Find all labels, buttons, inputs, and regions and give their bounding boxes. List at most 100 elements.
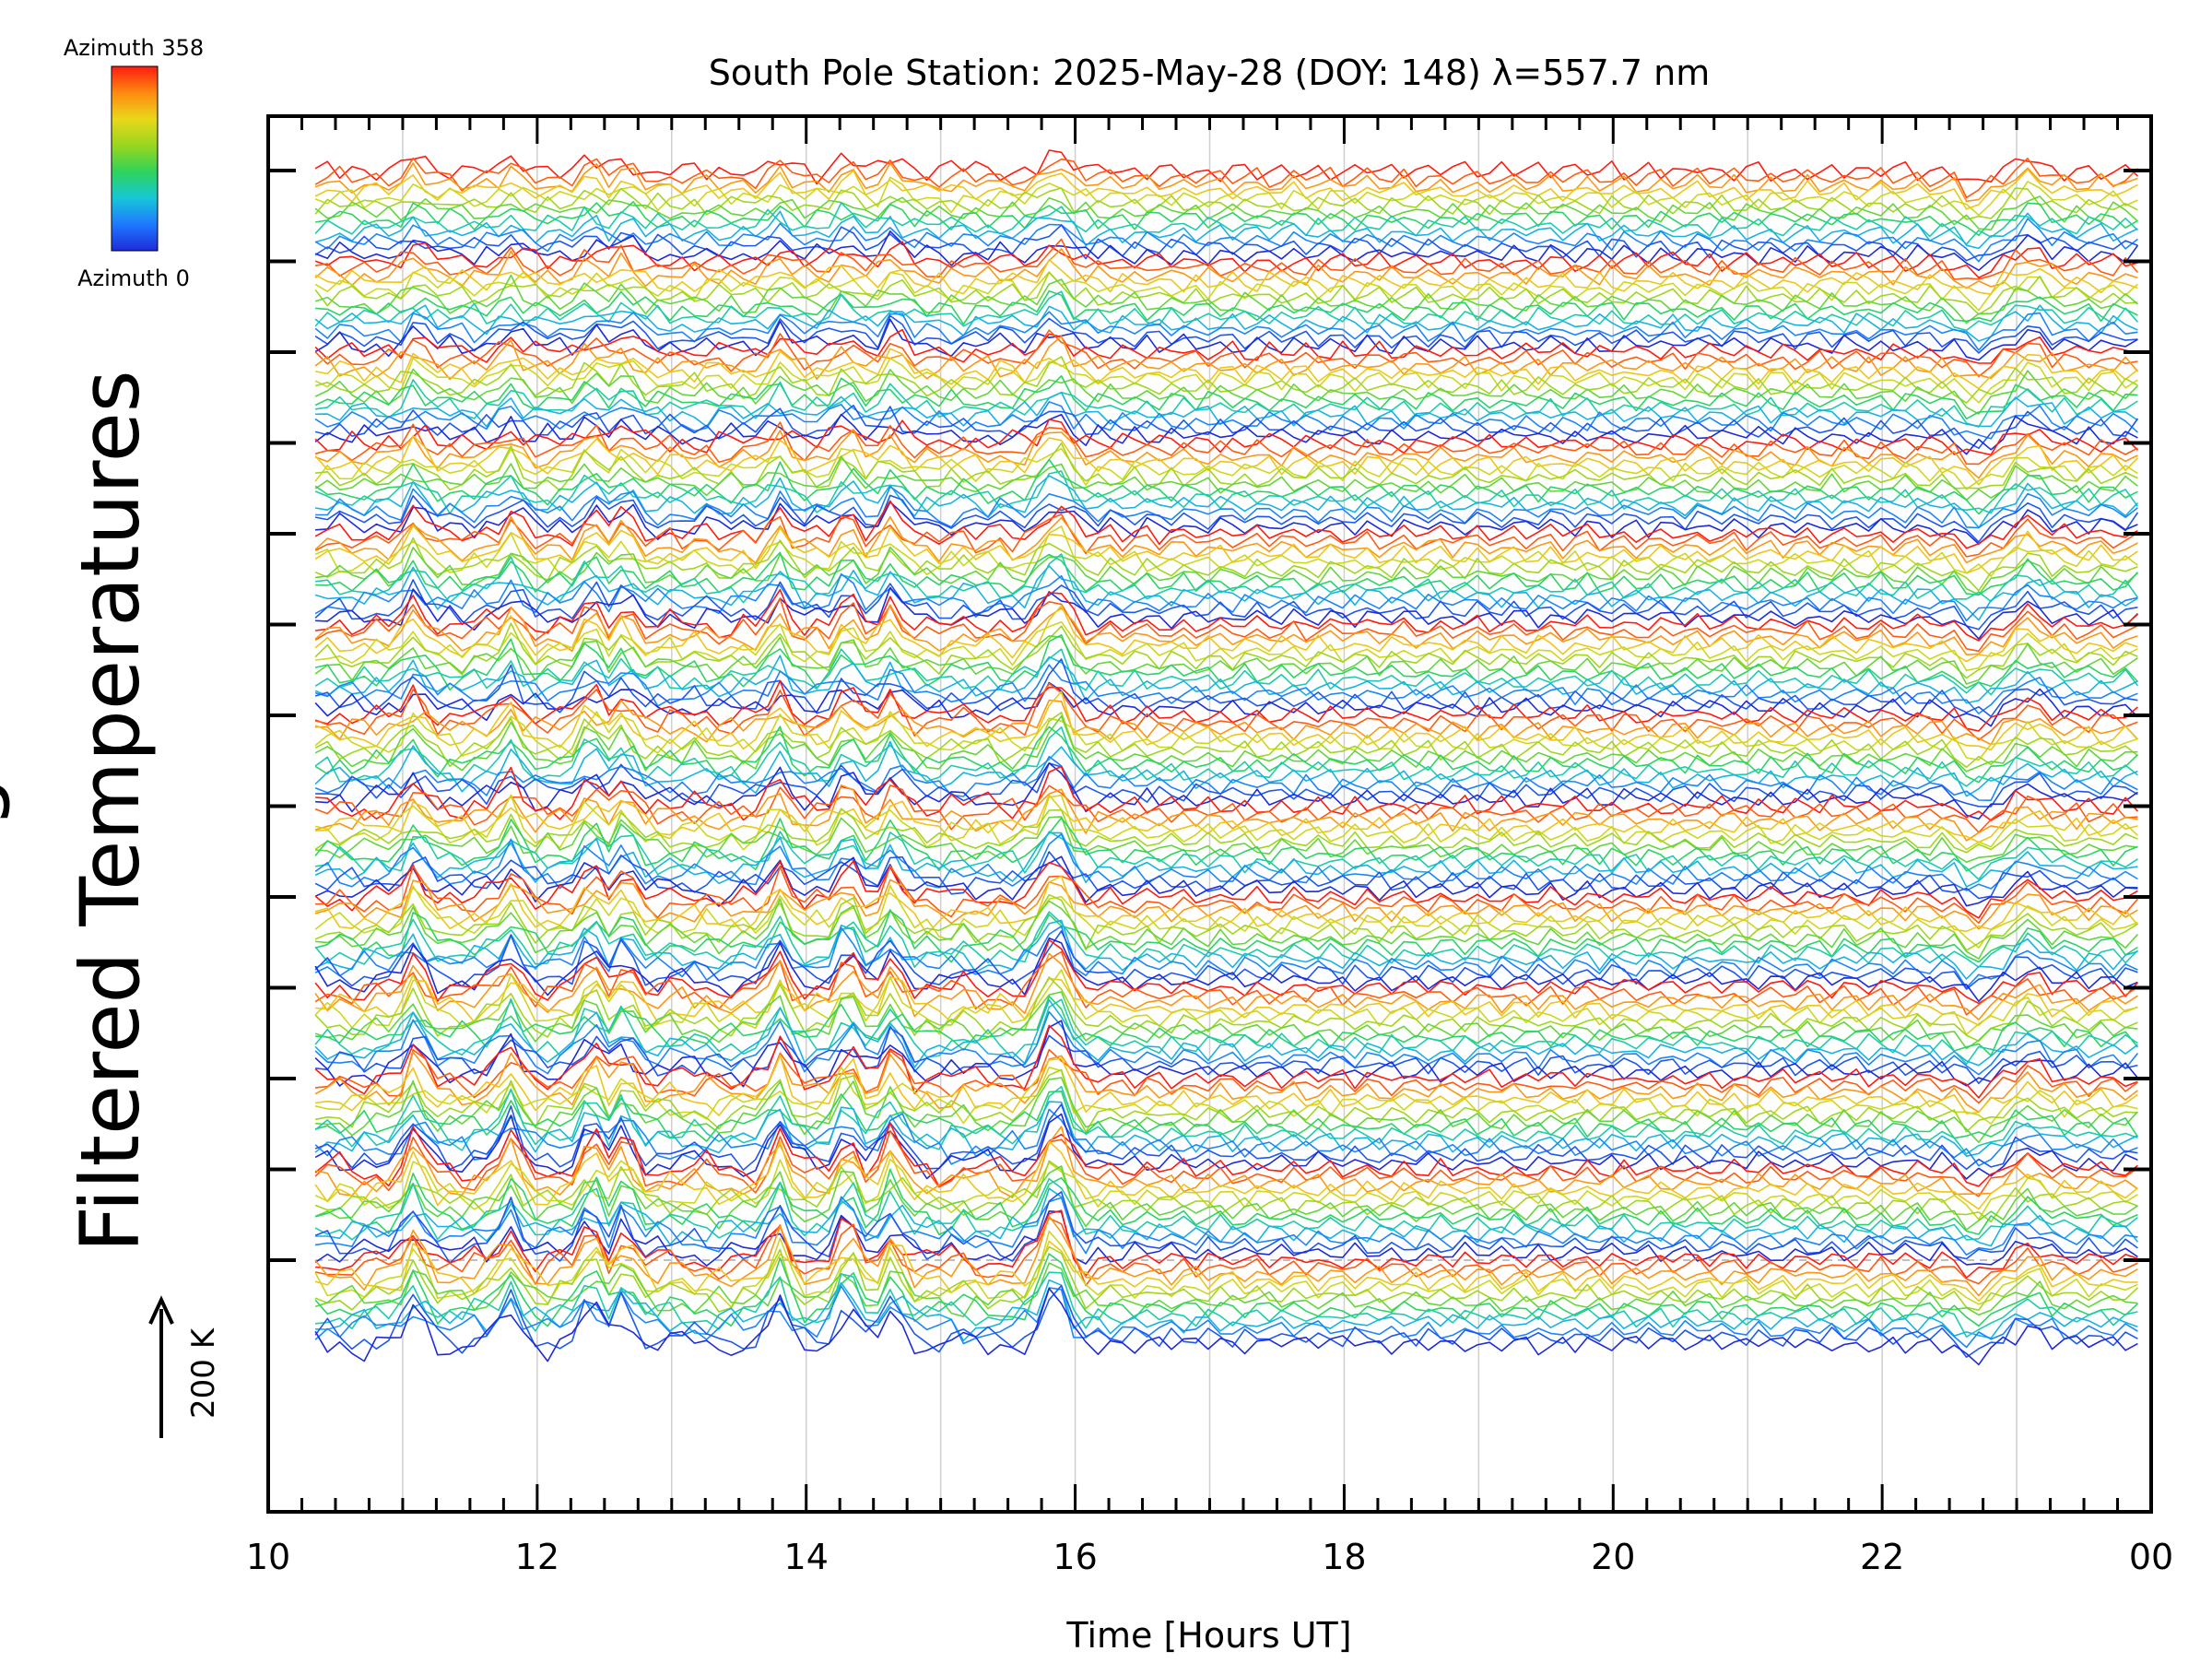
azimuth-series-line bbox=[314, 999, 2138, 1068]
azimuth-series-line bbox=[315, 289, 2138, 325]
azimuth-series-line bbox=[315, 1209, 2138, 1279]
azimuth-series-line bbox=[314, 1165, 2138, 1231]
x-tick-label: 16 bbox=[1053, 1537, 1097, 1577]
azimuth-series-line bbox=[314, 969, 2138, 1035]
azimuth-series-line bbox=[315, 898, 2138, 960]
azimuth-series-line bbox=[314, 375, 2138, 420]
azimuth-series-line bbox=[314, 311, 2138, 351]
azimuth-series-line bbox=[314, 635, 2138, 685]
chart-title: South Pole Station: 2025-May-28 (DOY: 14… bbox=[709, 53, 1710, 93]
azimuth-series-line bbox=[314, 831, 2138, 880]
azimuth-series-line bbox=[315, 486, 2138, 529]
azimuth-series-line bbox=[314, 690, 2138, 751]
azimuth-series-line bbox=[314, 1122, 2138, 1187]
azimuth-series-line bbox=[315, 1077, 2138, 1143]
azimuth-series-line bbox=[314, 851, 2138, 900]
azimuth-series-line bbox=[314, 1253, 2138, 1327]
azimuth-series-line bbox=[315, 975, 2138, 1026]
azimuth-series-line bbox=[314, 1191, 2138, 1264]
azimuth-series-line bbox=[315, 586, 2138, 640]
azimuth-series-line bbox=[314, 447, 2138, 490]
x-tick-label: 12 bbox=[515, 1537, 559, 1577]
azimuth-series-line bbox=[315, 546, 2138, 596]
azimuth-series-line bbox=[314, 1210, 2138, 1267]
azimuth-series-line bbox=[314, 290, 2139, 332]
x-tick-label: 18 bbox=[1322, 1537, 1366, 1577]
azimuth-series-line bbox=[315, 794, 2138, 843]
azimuth-series-line bbox=[314, 950, 2138, 1016]
azimuth-series-line bbox=[314, 149, 2138, 185]
colorbar-bottom-label: Azimuth 0 bbox=[77, 265, 190, 291]
azimuth-series-line bbox=[314, 875, 2139, 936]
azimuth-series-line bbox=[314, 855, 2138, 907]
azimuth-series-line bbox=[314, 271, 2138, 315]
azimuth-series-line bbox=[314, 1051, 2138, 1114]
azimuth-series-line bbox=[314, 348, 2138, 390]
azimuth-series-line bbox=[315, 588, 2138, 642]
azimuth-series-line bbox=[314, 1196, 2138, 1256]
x-axis-label: Time [Hours UT] bbox=[1065, 1615, 1351, 1656]
azimuth-series-line bbox=[314, 832, 2138, 891]
azimuth-series-line bbox=[314, 157, 2138, 199]
azimuth-series-line bbox=[314, 356, 2138, 404]
azimuth-series-line bbox=[314, 910, 2138, 963]
azimuth-series-line bbox=[314, 210, 2138, 250]
azimuth-series-line bbox=[314, 1158, 2138, 1221]
scale-bar-label: 200 K bbox=[185, 1327, 222, 1419]
azimuth-series-line bbox=[314, 238, 2139, 280]
azimuth-series-line bbox=[314, 911, 2138, 968]
azimuth-series-line bbox=[314, 604, 2138, 663]
colorbar-legend: Azimuth 358 Azimuth 0 bbox=[64, 35, 204, 291]
azimuth-series-line bbox=[314, 1284, 2138, 1358]
azimuth-series-line bbox=[314, 682, 2138, 741]
azimuth-series-line bbox=[314, 202, 2138, 245]
azimuth-series-line bbox=[314, 681, 2138, 727]
scale-bar-arrowhead bbox=[148, 1295, 174, 1325]
azimuth-series-line bbox=[314, 525, 2138, 577]
azimuth-series-line bbox=[314, 1245, 2138, 1313]
azimuth-series-line bbox=[314, 817, 2138, 872]
x-tick-labels: 10 12 14 16 18 20 22 00 bbox=[246, 1537, 2173, 1577]
azimuth-series-line bbox=[314, 413, 2138, 455]
azimuth-series-line bbox=[314, 655, 2138, 704]
azimuth-series-line bbox=[314, 525, 2138, 574]
azimuth-series-line bbox=[314, 1086, 2138, 1155]
azimuth-series-line bbox=[315, 762, 2138, 808]
azimuth-series-line bbox=[314, 893, 2138, 951]
axis-ticks bbox=[266, 116, 2153, 1512]
azimuth-series-line bbox=[314, 259, 2138, 295]
azimuth-series-line bbox=[314, 218, 2138, 263]
azimuth-series-line bbox=[314, 475, 2138, 529]
y-axis-label: Filtered Temperatures bbox=[63, 370, 158, 1252]
azimuth-series-line bbox=[315, 553, 2139, 604]
azimuth-series-line bbox=[315, 442, 2138, 491]
azimuth-series-line bbox=[314, 1068, 2138, 1133]
azimuth-series-line bbox=[314, 879, 2138, 930]
x-tick-label: 20 bbox=[1591, 1537, 1635, 1577]
azimuth-series-line bbox=[315, 501, 2138, 545]
azimuth-series-line bbox=[314, 726, 2138, 787]
azimuth-series-line bbox=[314, 579, 2138, 631]
azimuth-series-line bbox=[314, 808, 2138, 854]
x-tick-label: 10 bbox=[246, 1537, 290, 1577]
azimuth-series-line bbox=[314, 740, 2138, 797]
azimuth-series-line bbox=[314, 470, 2139, 514]
azimuth-series-line bbox=[314, 455, 2138, 501]
series-lines bbox=[314, 149, 2139, 1366]
azimuth-series-line bbox=[314, 1091, 2139, 1142]
azimuth-series-line bbox=[314, 328, 2138, 364]
azimuth-series-line bbox=[315, 816, 2138, 863]
colorbar-top-label: Azimuth 358 bbox=[64, 35, 204, 61]
azimuth-series-line bbox=[314, 274, 2138, 324]
azimuth-series-line bbox=[314, 421, 2138, 466]
azimuth-series-line bbox=[314, 336, 2139, 381]
azimuth-series-line bbox=[314, 658, 2138, 718]
azimuth-series-line bbox=[314, 230, 2139, 271]
azimuth-series-line bbox=[314, 1126, 2138, 1198]
azimuth-series-line bbox=[315, 865, 2139, 925]
azimuth-series-line bbox=[314, 997, 2138, 1065]
azimuth-series-line bbox=[315, 551, 2139, 596]
azimuth-series-line bbox=[314, 1240, 2138, 1303]
azimuth-series-line bbox=[314, 169, 2138, 210]
azimuth-series-line bbox=[314, 1230, 2138, 1308]
